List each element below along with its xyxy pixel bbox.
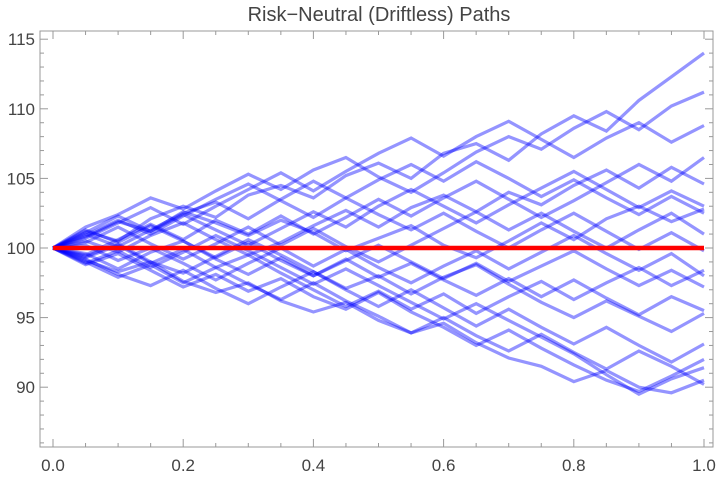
path-line-3 [52,204,705,260]
y-tick-label: 95 [16,309,35,328]
x-tick-label: 0.8 [562,456,586,475]
path-line-2 [52,246,705,395]
path-line-11 [52,182,705,253]
path-line-9 [52,159,705,250]
path-line-10 [52,246,705,316]
y-tick-label: 90 [16,378,35,397]
plot-frame [39,30,714,448]
path-line-6 [52,246,705,394]
path-line-7 [52,165,705,257]
path-line-16 [52,223,705,317]
x-tick-label: 0.6 [432,456,456,475]
paths-group [52,51,705,397]
y-tick-label: 105 [7,169,35,188]
path-line-17 [52,156,705,257]
x-tick-label: 0.4 [302,456,326,475]
y-tick-label: 110 [8,100,35,119]
axes: 0.0 0.2 0.4 0.6 0.8 1.0 90 95 100 105 110 115 [7,30,716,475]
y-tick-label: 115 [8,30,35,49]
path-line-1 [52,51,705,250]
path-line-20 [52,169,705,250]
path-line-5 [52,90,705,250]
x-tick-label: 0.2 [171,456,195,475]
path-line-12 [52,243,705,386]
x-tick-label: 1.0 [692,456,716,475]
path-line-14 [52,246,705,364]
x-tick-label: 0.0 [41,456,65,475]
path-line-4 [52,237,705,334]
path-line-19 [52,233,705,397]
chart-title: Risk−Neutral (Driftless) Paths [248,4,511,26]
y-tick-label: 100 [7,239,35,258]
path-line-13 [52,119,705,250]
